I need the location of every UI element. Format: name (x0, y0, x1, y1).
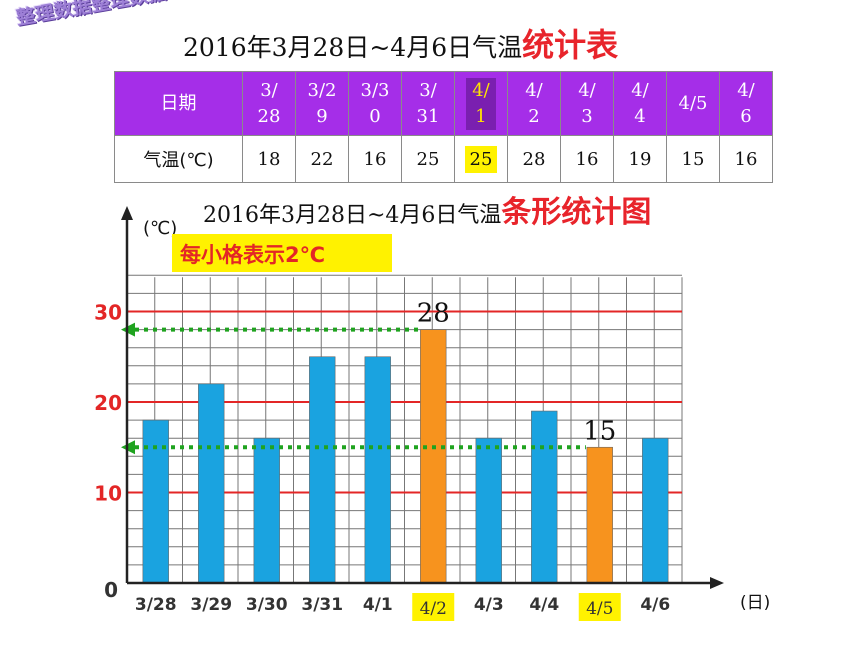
tick-label-highlight-bg (578, 593, 621, 621)
date-text: 4/6 (737, 79, 755, 127)
bar-3-31 (309, 356, 336, 584)
x-tick-label: 3/28 (135, 595, 177, 615)
temperature-cell: 25 (401, 135, 455, 183)
temperature-cell: 16 (348, 135, 402, 183)
bar-3-28 (142, 419, 169, 584)
date-text: 4/2 (525, 79, 543, 127)
chart-title-main: 2016年3月28日~4月6日气温 (203, 203, 502, 228)
date-text: 3/2 9 (307, 79, 337, 127)
temperature-value: 15 (681, 148, 705, 170)
temperature-value: 22 (310, 148, 334, 170)
temperature-value: 16 (575, 148, 599, 170)
bar-4-4 (531, 410, 558, 584)
date-cell: 4/3 (560, 71, 614, 136)
date-row: 日期 3/28 3/2 9 3/3 0 3/31 4/1 4/2 4/3 4/4 4/5 4/6 (114, 71, 773, 136)
date-text: 4/4 (631, 79, 649, 127)
temperature-value: 19 (628, 148, 652, 170)
temperature-cell: 18 (242, 135, 296, 183)
x-axis-arrow (710, 577, 724, 589)
date-cell: 3/31 (401, 71, 455, 136)
date-row-label: 日期 (114, 71, 243, 136)
x-tick-label: 3/30 (246, 595, 288, 615)
bar-4-3 (475, 437, 502, 584)
chart-title: 2016年3月28日~4月6日气温条形统计图 (203, 187, 651, 231)
x-tick-label: 4/3 (474, 595, 504, 615)
date-text: 4/5 (678, 92, 708, 114)
date-cell: 4/2 (507, 71, 561, 136)
date-cell: 4/1 (454, 71, 508, 136)
date-cell: 3/2 9 (295, 71, 349, 136)
x-tick-label: 3/29 (190, 595, 232, 615)
bar-4-2 (420, 329, 447, 584)
data-label: 15 (583, 416, 616, 446)
y-axis-arrow (121, 206, 133, 220)
date-cell: 4/6 (719, 71, 773, 136)
temperature-value: 28 (522, 148, 546, 170)
temperature-value: 25 (416, 148, 440, 170)
temperature-cell: 16 (719, 135, 773, 183)
x-tick-label: 4/4 (529, 595, 559, 615)
y-axis-label: (℃) (143, 218, 177, 239)
date-text: 3/31 (416, 79, 440, 127)
bar-4-6 (642, 437, 669, 584)
date-text: 4/1 (466, 77, 496, 130)
data-label: 28 (417, 299, 450, 329)
temperature-cell: 16 (560, 135, 614, 183)
x-axis-label: (日) (740, 593, 770, 613)
y-tick-label: 10 (94, 482, 122, 506)
y-tick-label: 0 (104, 578, 118, 602)
x-tick-label: 4/1 (363, 595, 393, 615)
bar-3-29 (198, 383, 225, 584)
temperature-table: 日期 3/28 3/2 9 3/3 0 3/31 4/1 4/2 4/3 4/4 4/5 4/6 气温… (114, 71, 773, 183)
x-tick-label: 4/2 (420, 599, 447, 619)
date-cell: 3/28 (242, 71, 296, 136)
date-text: 4/3 (578, 79, 596, 127)
date-cell: 4/5 (666, 71, 720, 136)
scale-note-box (172, 234, 392, 272)
chart-title-accent: 条形统计图 (501, 195, 652, 230)
x-tick-label: 4/5 (586, 599, 613, 619)
temperature-cell: 19 (613, 135, 667, 183)
date-text: 3/28 (257, 79, 281, 127)
temperature-cell: 22 (295, 135, 349, 183)
temperature-cell: 28 (507, 135, 561, 183)
table-title-main: 2016年3月28日~4月6日气温 (183, 33, 523, 62)
table-title: 2016年3月28日~4月6日气温统计表 (183, 20, 618, 66)
temperature-row-label: 气温(℃) (114, 135, 243, 183)
x-tick-label: 4/6 (640, 595, 670, 615)
temperature-value: 18 (257, 148, 281, 170)
temperature-cell: 25 (454, 135, 508, 183)
temperature-row: 气温(℃) 18 22 16 25 25 28 16 19 15 16 (114, 135, 773, 183)
y-tick-label: 20 (94, 391, 122, 415)
temperature-cell: 15 (666, 135, 720, 183)
bar-4-1 (364, 356, 391, 584)
date-text: 3/3 0 (360, 79, 390, 127)
table-title-accent: 统计表 (522, 26, 619, 64)
y-tick-label: 30 (94, 301, 122, 325)
temperature-value: 16 (363, 148, 387, 170)
date-cell: 4/4 (613, 71, 667, 136)
bar-4-5 (586, 446, 613, 584)
scale-note: 每小格表示2℃ (180, 243, 325, 267)
temperature-value: 25 (464, 145, 498, 173)
bar-3-30 (253, 437, 280, 584)
x-tick-label: 3/31 (301, 595, 343, 615)
tick-label-highlight-bg (412, 593, 455, 621)
temperature-value: 16 (734, 148, 758, 170)
